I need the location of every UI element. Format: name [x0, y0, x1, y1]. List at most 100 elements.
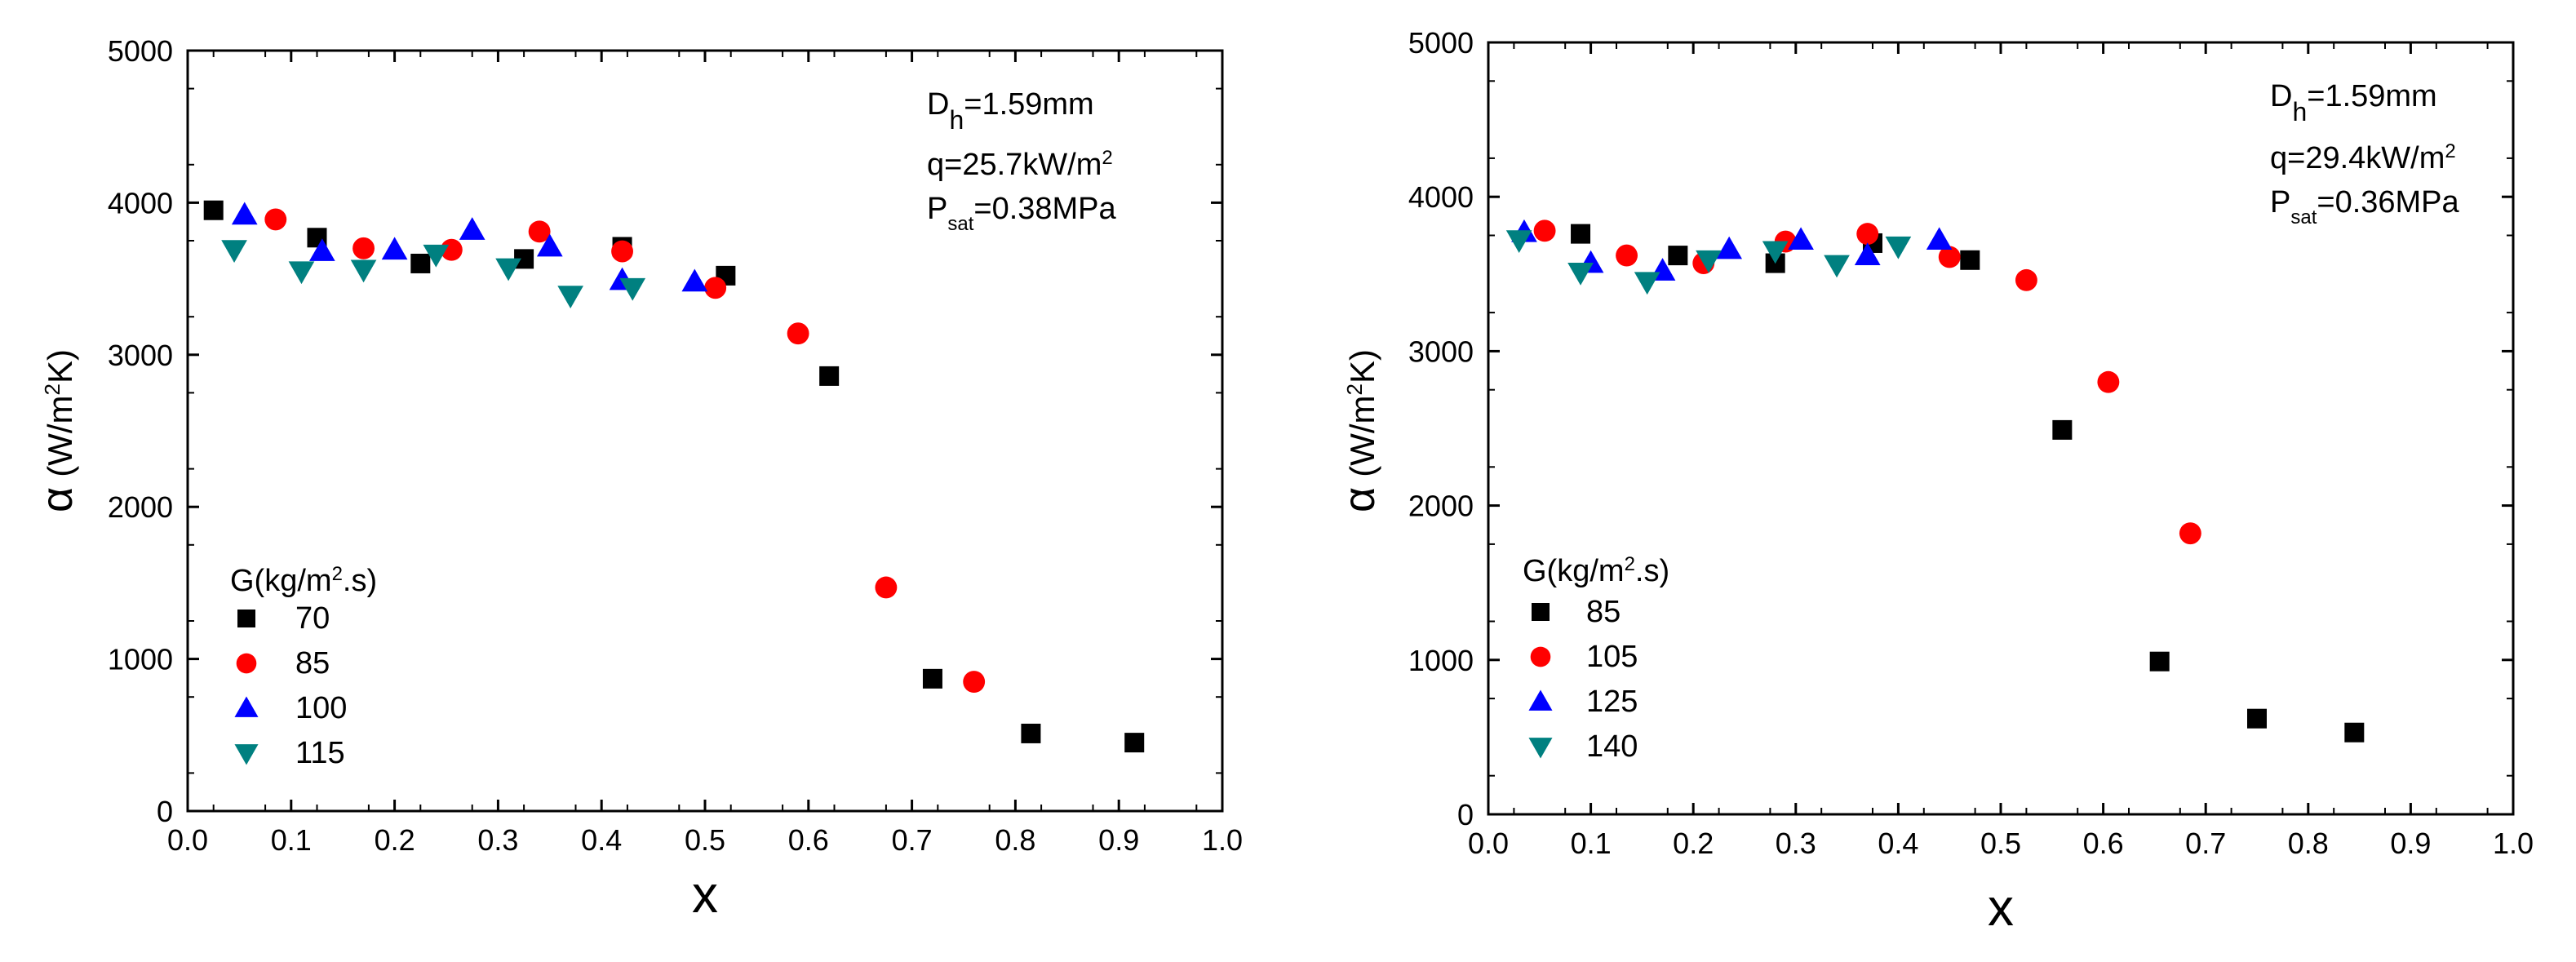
- legend-title-text: G(kg/m: [230, 564, 332, 598]
- y-axis-label: α (W/m2K): [33, 349, 82, 512]
- data-point-70: [203, 200, 224, 220]
- heat-flux-value: q=29.4kW/m: [2270, 141, 2445, 175]
- legend-label-85: 85: [1586, 595, 1621, 629]
- data-point-105: [1856, 223, 1879, 246]
- legend-title-sup: 2: [1625, 553, 1635, 575]
- data-point-85: [528, 220, 551, 243]
- data-point-85: [2247, 708, 2267, 729]
- chart-left: 0.0 0.1 0.2 0.3 0.4 0.5 0.6 0.7 0.8 0.9 1.0 0 1000 20…: [0, 0, 1273, 962]
- psat-value: =0.38MPa: [973, 192, 1116, 226]
- x-tick-label: 0.3: [477, 823, 518, 857]
- data-point-100: [459, 217, 485, 240]
- data-point-140: [1567, 263, 1594, 286]
- data-point-115: [495, 258, 521, 282]
- x-tick-label: 0.1: [271, 823, 312, 857]
- dh-symbol: D: [927, 87, 949, 122]
- psat-symbol: P: [2270, 185, 2290, 219]
- y-tick-label: 5000: [1408, 26, 1474, 60]
- y-axis-label-symbol: α: [33, 487, 82, 512]
- x-tick-label: 0.9: [1098, 823, 1139, 857]
- annotation-heat-flux: q=29.4kW/m2: [2270, 140, 2456, 176]
- x-tick-label: 0.6: [788, 823, 829, 857]
- data-point-115: [557, 286, 583, 308]
- dh-symbol: D: [2270, 79, 2292, 113]
- data-point-85: [2344, 722, 2365, 743]
- data-point-85: [352, 237, 375, 259]
- data-point-115: [350, 259, 377, 283]
- legend-label-125: 125: [1586, 685, 1638, 719]
- x-tick-label: 0.8: [2288, 827, 2329, 860]
- dh-value: =1.59mm: [964, 87, 1093, 122]
- annotation-saturation-pressure: Psat=0.38MPa: [927, 192, 1117, 235]
- data-point-85: [704, 277, 727, 299]
- data-point-105: [1533, 219, 1556, 242]
- data-point-85: [1668, 246, 1688, 266]
- legend-title-end: .s): [1635, 554, 1669, 588]
- data-point-70: [819, 366, 840, 386]
- data-point-105: [2097, 370, 2120, 393]
- x-tick-label: 0.7: [2185, 827, 2226, 860]
- legend-marker-105: [1530, 646, 1551, 667]
- data-point-100: [231, 202, 258, 225]
- data-point-85: [1571, 224, 1591, 244]
- legend-marker-140: [1528, 738, 1553, 759]
- y-axis-label-sup: 2: [40, 383, 64, 395]
- data-point-115: [221, 240, 247, 264]
- data-point-140: [1634, 272, 1660, 295]
- data-point-70: [410, 253, 431, 273]
- y-tick-label: 0: [1457, 798, 1474, 831]
- y-axis-label: α (W/m2K): [1335, 349, 1384, 512]
- data-point-140: [1885, 236, 1912, 259]
- heat-flux-sup: 2: [1102, 147, 1112, 169]
- x-tick-label: 1.0: [1202, 823, 1243, 857]
- y-tick-label: 5000: [108, 34, 173, 68]
- y-tick-label: 1000: [1408, 644, 1474, 677]
- psat-value: =0.36MPa: [2317, 185, 2459, 219]
- x-tick-label: 0.8: [995, 823, 1035, 857]
- data-point-85: [440, 238, 463, 261]
- data-point-105: [1938, 246, 1961, 268]
- x-tick-label: 0.9: [2390, 827, 2431, 860]
- legend: G(kg/m2.s) 70 85 100 115: [230, 563, 377, 771]
- annotation-heat-flux: q=25.7kW/m2: [927, 147, 1113, 183]
- legend: G(kg/m2.s) 85 105 125 140: [1523, 553, 1669, 765]
- legend-title-end: .s): [343, 564, 377, 598]
- chart-left-svg: 0.0 0.1 0.2 0.3 0.4 0.5 0.6 0.7 0.8 0.9 1.0 0 1000 20…: [33, 34, 1243, 924]
- data-point-115: [288, 261, 315, 285]
- legend-title-sup: 2: [332, 563, 343, 585]
- y-axis-label-unit: (W/m: [41, 395, 79, 477]
- chart-right-svg: 0.0 0.1 0.2 0.3 0.4 0.5 0.6 0.7 0.8 0.9 1.0 0 1000 20…: [1335, 26, 2534, 937]
- x-tick-label: 0.2: [375, 823, 415, 857]
- dh-value: =1.59mm: [2307, 79, 2436, 113]
- y-axis-label-sup: 2: [1342, 383, 1367, 395]
- dh-subscript: h: [949, 105, 964, 135]
- psat-symbol: P: [927, 192, 947, 226]
- legend-title-text: G(kg/m: [1523, 554, 1625, 588]
- x-tick-label: 0.1: [1571, 827, 1612, 860]
- data-point-105: [2179, 522, 2201, 545]
- y-axis-label-symbol: α: [1335, 487, 1384, 512]
- x-tick-label: 0.0: [1468, 827, 1509, 860]
- y-tick-label: 2000: [1408, 490, 1474, 523]
- data-point-140: [1696, 250, 1722, 273]
- legend-marker-70: [237, 610, 255, 627]
- data-point-70: [1124, 733, 1145, 753]
- y-axis-label-unit: (W/m: [1343, 395, 1381, 477]
- x-tick-label: 0.6: [2083, 827, 2124, 860]
- data-point-115: [423, 244, 450, 268]
- dh-subscript: h: [2292, 97, 2307, 126]
- psat-subscript: sat: [2290, 206, 2317, 228]
- data-point-105: [2015, 268, 2037, 291]
- y-tick-label: 4000: [108, 186, 173, 219]
- x-axis-label: x: [1988, 878, 2014, 937]
- data-point-85: [787, 322, 809, 345]
- x-tick-label: 0.7: [892, 823, 933, 857]
- data-point-125: [1716, 236, 1742, 259]
- x-tick-label: 0.5: [685, 823, 725, 857]
- data-point-125: [1854, 242, 1881, 265]
- legend-label-85: 85: [295, 646, 330, 680]
- data-point-85: [1960, 250, 1980, 270]
- x-axis-label: x: [692, 865, 718, 924]
- x-tick-label: 0.2: [1673, 827, 1714, 860]
- data-point-105: [1616, 244, 1638, 267]
